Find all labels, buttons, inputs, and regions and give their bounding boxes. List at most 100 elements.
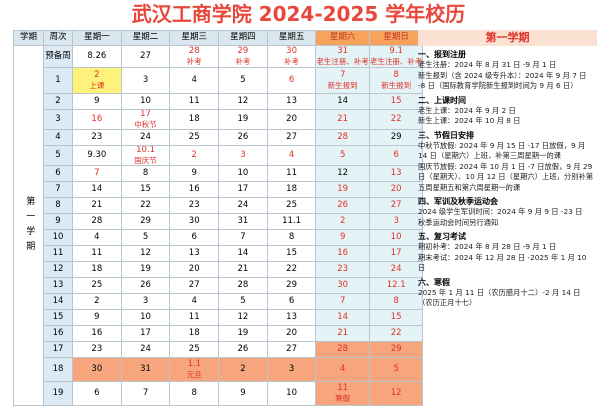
day-number: 20	[188, 263, 200, 274]
day-number: 8	[393, 295, 399, 306]
section-line: 国庆节放假: 2024 年 10 月 1 日 -7 日放假，9 月 29 日（星…	[418, 161, 594, 192]
day-cell: 23	[72, 129, 122, 146]
day-number: 11	[188, 311, 200, 322]
day-cell: 6	[266, 293, 317, 310]
day-cell: 22	[120, 197, 171, 214]
day-number: 28	[188, 46, 200, 56]
day-cell: 22	[368, 325, 424, 342]
day-cell: 31	[218, 213, 268, 230]
day-cell: 15	[266, 245, 317, 262]
week-cell: 6	[43, 165, 73, 182]
day-cell: 30	[72, 357, 122, 382]
day-cell: 30 补考	[266, 45, 317, 68]
day-number: 7	[339, 295, 346, 306]
column-header: 星期五	[266, 30, 317, 46]
day-number: 17	[140, 327, 151, 338]
day-cell: 31	[120, 357, 171, 382]
day-cell: 27	[169, 277, 220, 294]
day-cell: 24	[120, 341, 171, 358]
day-cell: 23	[72, 341, 122, 358]
day-cell: 19	[120, 261, 171, 278]
day-number: 18	[91, 263, 103, 274]
day-number: 5	[142, 231, 149, 242]
day-number: 29	[390, 131, 402, 142]
day-number: 25	[286, 199, 297, 210]
day-number: 5	[240, 74, 246, 85]
day-number: 24	[390, 263, 402, 274]
panel-title: 第一学期	[418, 30, 597, 46]
week-row: 14 2 3 4 5 6 7 8	[14, 293, 424, 310]
week-cell: 7	[43, 181, 73, 198]
title: 武汉工商学院 2024-2025 学年校历	[131, 2, 466, 26]
day-cell: 8	[120, 165, 171, 182]
day-number: 16	[188, 183, 200, 194]
day-number: 30	[286, 46, 297, 56]
day-cell: 27	[368, 197, 424, 214]
day-number: 7	[142, 387, 149, 398]
week-row: 6 7 8 9 10 11 12 13	[14, 165, 424, 182]
day-number: 9	[191, 167, 197, 178]
day-number: 10.1	[136, 145, 155, 155]
day-cell: 4	[266, 145, 317, 166]
day-cell: 21	[315, 325, 370, 342]
day-cell: 4	[72, 229, 122, 246]
day-note: 新生报到	[381, 80, 412, 90]
section-line: 2024 级学生军训时间：2024 年 9 月 9 日 -23 日	[418, 207, 583, 216]
day-number: 26	[337, 199, 349, 210]
week-row: 17 23 24 25 26 27 28 29	[14, 341, 424, 358]
day-number: 2	[94, 295, 100, 306]
day-number: 11	[286, 167, 297, 178]
week-cell: 13	[43, 277, 73, 294]
day-number: 16	[337, 247, 349, 258]
day-cell: 14	[315, 309, 370, 326]
day-cell: 28	[218, 277, 268, 294]
day-cell: 20	[368, 181, 424, 198]
day-cell: 19	[315, 181, 370, 198]
day-number: 28	[337, 343, 349, 354]
day-number: 15	[140, 183, 151, 194]
day-number: 10	[140, 311, 151, 322]
day-cell: 9	[218, 381, 268, 406]
day-cell: 5	[315, 145, 370, 166]
day-number: 20	[286, 113, 297, 124]
day-number: 27	[140, 50, 151, 61]
day-cell: 9	[72, 93, 122, 110]
day-cell: 31 老生注册、补考	[315, 45, 370, 68]
day-cell: 30	[169, 213, 220, 230]
day-cell: 23	[315, 261, 370, 278]
day-cell: 21	[315, 109, 370, 130]
day-number: 11	[91, 247, 103, 258]
day-number: 4	[288, 149, 295, 160]
day-cell: 28 补考	[169, 45, 220, 68]
week-cell: 9	[43, 213, 73, 230]
day-number: 19	[237, 113, 249, 124]
day-number: 23	[91, 131, 103, 142]
week-cell: 3	[43, 109, 73, 130]
week-cell: 4	[43, 129, 73, 146]
day-number: 31	[337, 46, 349, 56]
day-number: 21	[337, 327, 349, 338]
day-cell: 22	[266, 261, 317, 278]
day-number: 6	[191, 231, 197, 242]
week-cell: 18	[43, 357, 73, 382]
day-number: 8.26	[87, 50, 107, 61]
day-cell: 14	[315, 93, 370, 110]
column-header: 周次	[43, 30, 73, 46]
day-cell: 19	[218, 325, 268, 342]
week-row: 13 25 26 27 28 29 30 12.1	[14, 277, 424, 294]
day-cell: 6	[72, 381, 122, 406]
day-number: 26	[140, 279, 151, 290]
day-number: 12	[237, 95, 249, 106]
day-cell: 12	[120, 245, 171, 262]
day-cell: 11	[169, 309, 220, 326]
week-row: 第一学期 预备周 8.26 27 28 补考 29 补考 30 补考 31 老生注册、补考 9.1 老生注…	[13, 45, 424, 406]
section-line: 新生上课：2024 年 10 月 8 日	[418, 116, 521, 125]
day-cell: 3	[218, 145, 268, 166]
day-number: 16	[91, 327, 103, 338]
day-note: 上课	[89, 80, 105, 90]
week-cell: 11	[43, 245, 73, 262]
day-number: 31	[237, 215, 249, 226]
day-number: 9	[94, 311, 100, 322]
day-cell: 2	[72, 293, 122, 310]
day-number: 13	[286, 311, 297, 322]
